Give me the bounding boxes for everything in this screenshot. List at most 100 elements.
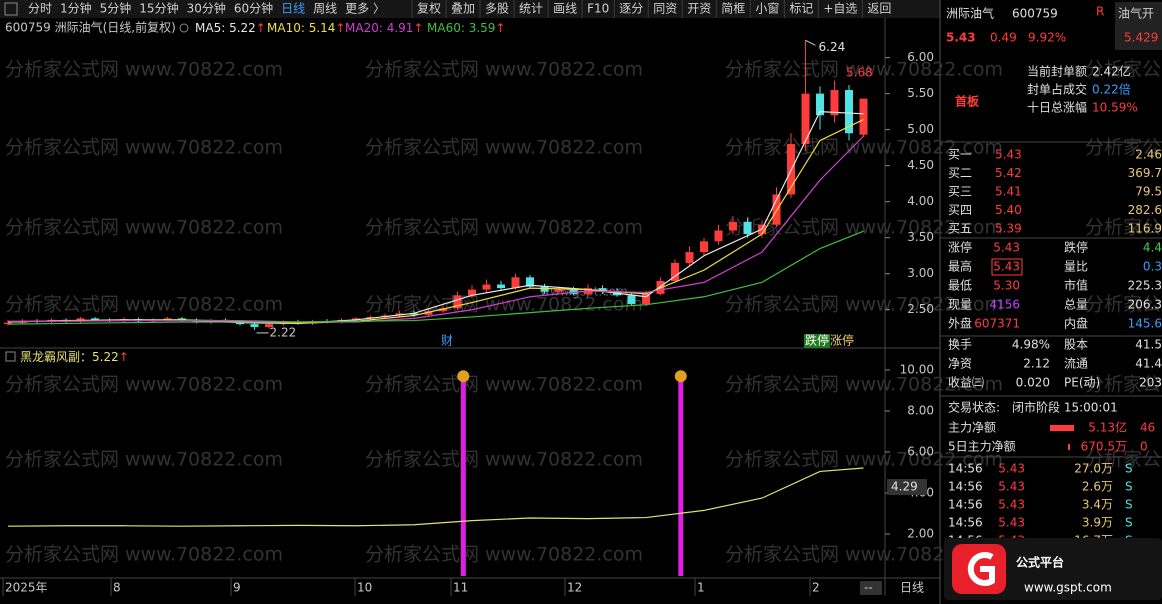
quote-text: 5.43 — [998, 498, 1025, 512]
signal-bar — [678, 378, 684, 576]
tool-button[interactable]: 开资 — [687, 2, 711, 16]
period-tab[interactable]: 更多 〉 — [345, 2, 385, 16]
period-tab[interactable]: 15分钟 — [139, 1, 178, 16]
candle-body — [497, 284, 505, 289]
candle-body — [192, 320, 201, 322]
tool-button[interactable]: +自选 — [823, 2, 857, 16]
tool-button[interactable]: 逐分 — [619, 2, 643, 16]
x-tick-label: 11 — [453, 581, 468, 595]
quote-text: 5.41 — [995, 185, 1022, 199]
ma-name: MA60 — [427, 21, 461, 35]
tool-button[interactable]: 小窗 — [755, 2, 779, 16]
period-tab[interactable]: 1分钟 — [60, 1, 92, 16]
quote-text: 换手 — [948, 338, 972, 352]
quote-text: 买四 — [948, 203, 972, 217]
tool-button[interactable]: 叠加 — [451, 2, 475, 16]
quote-text: 最高 — [948, 259, 972, 274]
quote-text: 2.12 — [1023, 357, 1050, 371]
period-tab[interactable]: 日线 — [281, 2, 305, 16]
watermark: 分析家公式网 www.70822.com — [5, 449, 283, 471]
candle-body — [598, 288, 607, 292]
quote-text: 2.6万 — [1082, 480, 1113, 494]
tool-button[interactable]: 同资 — [653, 2, 677, 16]
quote-text: 涨停 — [948, 240, 972, 255]
period-tab[interactable]: 5分钟 — [100, 1, 132, 16]
quote-text: 206.3 — [1128, 298, 1162, 312]
quote-text: 洲际油气 — [946, 6, 994, 21]
value-marker-box — [887, 479, 927, 496]
quote-text: 闭市阶段 15:00:01 — [1012, 400, 1118, 415]
tool-button[interactable]: F10 — [587, 2, 609, 16]
quote-text: 5.43 — [998, 516, 1025, 530]
quote-text: 现量 — [948, 298, 972, 312]
tool-button[interactable]: 画线 — [553, 2, 577, 16]
period-tab[interactable]: 30分钟 — [187, 1, 226, 16]
period-label: 日线 — [900, 581, 924, 595]
candle-body — [714, 230, 723, 242]
quote-text: 收益㈢ — [948, 376, 984, 390]
quote-text: 买一 — [948, 148, 972, 162]
signal-icon — [457, 370, 470, 383]
tool-button[interactable]: 复权 — [417, 2, 441, 16]
tool-button[interactable]: 简框 — [721, 2, 745, 16]
watermark: 分析家公式网 www.70822.com — [725, 544, 1003, 566]
event-label: 财 — [441, 334, 453, 348]
quote-text: 油气开 — [1118, 6, 1154, 21]
ma-separator: : — [379, 21, 387, 35]
period-tab[interactable]: 周线 — [313, 2, 337, 16]
x-tick-label: 10 — [357, 581, 372, 595]
quote-text: 5.429 — [1124, 31, 1158, 45]
y-tick-label: 10.00 — [900, 362, 934, 376]
y-tick-label: 2.00 — [907, 526, 934, 540]
ma-trend: ↑ — [413, 21, 423, 35]
quote-text: 0.49 — [990, 31, 1017, 45]
tool-button[interactable]: 标记 — [789, 2, 813, 16]
quote-text: 5.43 — [998, 480, 1025, 494]
quote-tab[interactable] — [1115, 2, 1162, 50]
quote-text: 670.5万 — [1081, 440, 1127, 454]
candle-body — [453, 295, 462, 309]
nav-box[interactable] — [860, 581, 882, 595]
quote-text: 当前封单额 — [1027, 64, 1087, 79]
value-box — [991, 258, 1023, 276]
candle-body — [410, 313, 418, 315]
nav-button[interactable]: -- — [864, 581, 873, 595]
indicator-legend: 黑龙霸风副：5.22↑ — [20, 350, 129, 364]
watermark: 分析家公式网 www.70822.com — [5, 217, 283, 239]
watermarks: 分析家公式网 www.70822.com 分析家公式网 www.70822.com… — [5, 59, 1162, 566]
indicator-icon — [5, 351, 16, 362]
quote-text: 225.3 — [1128, 279, 1162, 293]
low-label: 2.22 — [270, 325, 297, 339]
candle-body — [540, 286, 549, 292]
toolbar — [0, 0, 940, 18]
tool-button[interactable]: 多股 — [485, 2, 509, 16]
quote-text: 116.9 — [1128, 222, 1162, 236]
watermark: 分析家公式网 www.70822.com — [5, 374, 283, 396]
period-tab[interactable]: 分时 — [28, 2, 52, 16]
quote-text: 0.3 — [1143, 260, 1162, 274]
quote-text: 净资 — [948, 357, 972, 371]
period-tab[interactable]: 60分钟 — [234, 1, 273, 16]
ma-line — [8, 135, 864, 323]
quote-text: 买三 — [948, 185, 972, 199]
ma-legend: MA5: 5.22↑ — [195, 21, 266, 35]
candle-body — [743, 221, 752, 235]
quote-text: 5.43 — [946, 31, 976, 45]
tool-button[interactable]: 返回 — [867, 2, 891, 16]
x-tick-label: 2025年 — [5, 581, 48, 595]
quote-text: 5.39 — [995, 222, 1022, 236]
menu-icon[interactable] — [4, 2, 18, 16]
candle-body — [265, 324, 273, 328]
candle-body — [482, 284, 491, 290]
quote-text: 5.42 — [995, 166, 1022, 180]
watermark: 分析家公式网 www.70822.com — [725, 374, 1003, 396]
quote-text: 5.43 — [998, 462, 1025, 476]
tool-button[interactable]: 统计 — [519, 2, 543, 16]
quote-text: 2.42亿 — [1092, 64, 1131, 79]
chart-title: 600759 洲际油气(日线,前复权) — [5, 20, 176, 35]
candle-body — [468, 289, 476, 296]
candle-body — [91, 318, 99, 320]
candle-body — [4, 322, 12, 325]
candle-body — [845, 90, 853, 134]
